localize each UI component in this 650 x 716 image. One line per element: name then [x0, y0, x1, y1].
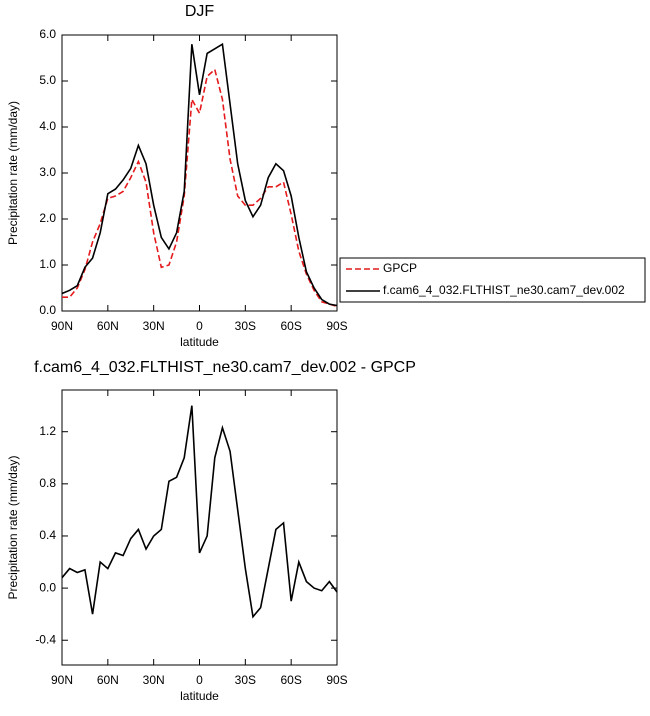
plot-frame: [61, 389, 338, 666]
y-axis-label: Precipitation rate (mm/day): [6, 455, 20, 599]
data-line: [62, 68, 338, 308]
x-tick-label: 30S: [235, 673, 256, 687]
x-axis-label: latitude: [180, 335, 219, 349]
x-tick-label: 0: [196, 319, 203, 333]
x-tick-label: 90S: [326, 319, 347, 333]
y-tick-label: 0.4: [39, 528, 56, 542]
x-tick-label: 30N: [143, 319, 165, 333]
y-tick-label: -0.4: [35, 632, 56, 646]
x-tick-label: 60S: [280, 319, 301, 333]
y-tick-label: 0.0: [39, 580, 56, 594]
x-tick-label: 90N: [51, 319, 73, 333]
y-tick-label: 0.0: [39, 303, 56, 317]
chart-title: DJF: [185, 3, 215, 20]
y-tick-label: 5.0: [39, 73, 56, 87]
y-tick-label: 3.0: [39, 165, 56, 179]
x-tick-label: 90S: [326, 673, 347, 687]
x-tick-label: 0: [196, 673, 203, 687]
x-tick-label: 30S: [235, 319, 256, 333]
y-tick-label: 2.0: [39, 211, 56, 225]
legend-box: [339, 257, 646, 303]
x-tick-label: 30N: [143, 673, 165, 687]
y-tick-label: 1.0: [39, 257, 56, 271]
legend-label: GPCP: [383, 261, 417, 275]
y-axis-label: Precipitation rate (mm/day): [6, 101, 20, 245]
x-tick-label: 60N: [97, 319, 119, 333]
y-tick-label: 6.0: [39, 27, 56, 41]
data-line: [61, 42, 338, 307]
x-tick-label: 90N: [51, 673, 73, 687]
x-tick-label: 60S: [280, 673, 301, 687]
y-tick-label: 1.2: [39, 424, 56, 438]
data-line: [61, 405, 338, 619]
x-tick-label: 60N: [97, 673, 119, 687]
x-axis-label: latitude: [180, 689, 219, 703]
legend-label: f.cam6_4_032.FLTHIST_ne30.cam7_dev.002: [383, 283, 625, 297]
chart-title: f.cam6_4_032.FLTHIST_ne30.cam7_dev.002 -…: [34, 359, 416, 376]
plot-frame: [61, 34, 338, 312]
y-tick-label: 0.8: [39, 476, 56, 490]
y-tick-label: 4.0: [39, 119, 56, 133]
